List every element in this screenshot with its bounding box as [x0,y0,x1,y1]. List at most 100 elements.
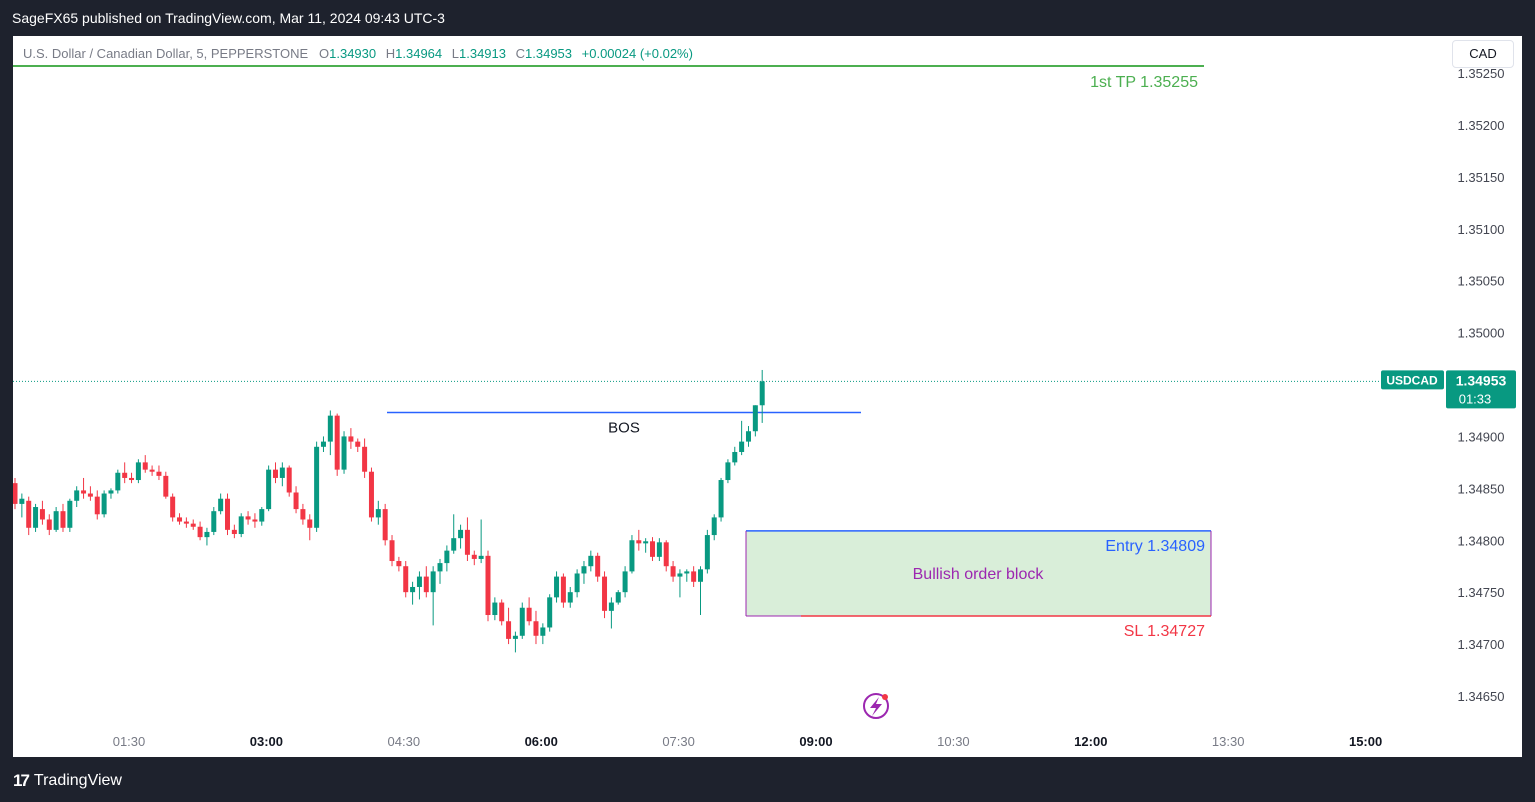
candle-body[interactable] [94,496,100,515]
candle-body[interactable] [437,563,443,572]
candle-body[interactable] [259,509,265,522]
candle-body[interactable] [46,519,52,530]
candle-body[interactable] [87,493,93,497]
candle-body[interactable] [725,462,731,481]
candle-body[interactable] [650,541,656,557]
candle-body[interactable] [567,592,573,603]
candle-body[interactable] [533,621,539,636]
candle-body[interactable] [444,550,450,564]
candle-body[interactable] [711,517,717,536]
candle-body[interactable] [279,467,285,478]
candle-body[interactable] [115,472,121,491]
replay-icon[interactable] [863,693,889,719]
candle-body[interactable] [677,573,683,577]
candle-body[interactable] [362,446,368,472]
candle-body[interactable] [506,621,512,639]
candle-body[interactable] [177,517,183,522]
candle-body[interactable] [684,571,690,574]
candle-body[interactable] [691,571,697,582]
candle-body[interactable] [163,475,169,497]
candle-body[interactable] [430,571,436,593]
candle-body[interactable] [74,490,80,501]
chart-area[interactable]: 1.35250 1.35200 1.35150 1.35100 1.35050 1.350… [13,36,1522,757]
candle-body[interactable] [382,509,388,541]
candle-body[interactable] [266,469,272,510]
candle-body[interactable] [286,467,292,493]
candle-body[interactable] [183,521,189,524]
candle-body[interactable] [423,576,429,593]
candle-body[interactable] [197,526,203,538]
candle-body[interactable] [554,576,560,598]
candle-body[interactable] [211,511,217,532]
candle-body[interactable] [122,472,128,478]
candle-body[interactable] [745,431,751,442]
candle-body[interactable] [663,542,669,567]
tradingview-brand[interactable]: 17 TradingView [13,771,122,791]
candle-body[interactable] [499,602,505,622]
candle-body[interactable] [368,471,374,518]
candle-body[interactable] [602,576,608,611]
candle-body[interactable] [615,592,621,603]
candle-body[interactable] [492,602,498,616]
candle-body[interactable] [13,483,18,504]
candle-body[interactable] [704,535,710,570]
candle-body[interactable] [81,490,87,494]
candle-body[interactable] [574,573,580,593]
candle-body[interactable] [60,511,66,528]
candle-body[interactable] [129,477,135,481]
candle-body[interactable] [464,529,470,555]
candle-body[interactable] [389,540,395,562]
candle-body[interactable] [142,462,148,470]
candle-body[interactable] [320,441,326,447]
candle-body[interactable] [204,531,210,538]
candle-body[interactable] [135,462,141,481]
candle-body[interactable] [39,509,45,520]
candle-body[interactable] [314,446,320,528]
candle-body[interactable] [718,480,724,518]
candle-body[interactable] [698,569,703,582]
candle-body[interactable] [272,469,278,478]
candle-body[interactable] [231,529,237,535]
candle-body[interactable] [752,405,758,432]
candle-body[interactable] [396,561,402,567]
order-block-zone[interactable] [746,530,1211,617]
candle-body[interactable] [53,511,59,530]
candle-body[interactable] [759,381,765,406]
candle-body[interactable] [67,500,73,528]
candle-body[interactable] [108,490,114,494]
candle-body[interactable] [156,471,162,476]
candle-body[interactable] [588,555,594,567]
candle-body[interactable] [670,566,676,577]
candle-body[interactable] [416,576,422,587]
candle-body[interactable] [471,554,477,559]
candle-body[interactable] [218,498,224,512]
candle-body[interactable] [190,523,196,527]
candle-body[interactable] [595,555,601,577]
candle-body[interactable] [636,540,642,544]
candle-body[interactable] [403,566,409,593]
candle-body[interactable] [101,493,107,515]
candle-body[interactable] [485,555,491,616]
candle-body[interactable] [348,436,354,442]
candle-body[interactable] [547,597,553,628]
candle-body[interactable] [252,519,258,522]
candle-body[interactable] [300,509,306,520]
candle-body[interactable] [451,538,457,551]
candle-body[interactable] [327,415,333,442]
candle-body[interactable] [458,529,464,539]
candlestick-chart[interactable]: 1.35250 1.35200 1.35150 1.35100 1.35050 1.350… [13,36,1522,757]
candle-body[interactable] [581,566,587,574]
candle-body[interactable] [26,500,32,528]
candle-body[interactable] [307,519,313,528]
candle-body[interactable] [375,509,381,518]
candle-body[interactable] [341,436,347,470]
candle-body[interactable] [19,498,25,504]
candle-body[interactable] [225,498,231,530]
candle-body[interactable] [739,441,745,452]
candle-body[interactable] [732,451,738,463]
candle-body[interactable] [245,516,251,520]
candle-body[interactable] [560,576,566,603]
candle-body[interactable] [478,555,484,559]
candle-body[interactable] [293,492,299,510]
candle-body[interactable] [149,469,155,472]
